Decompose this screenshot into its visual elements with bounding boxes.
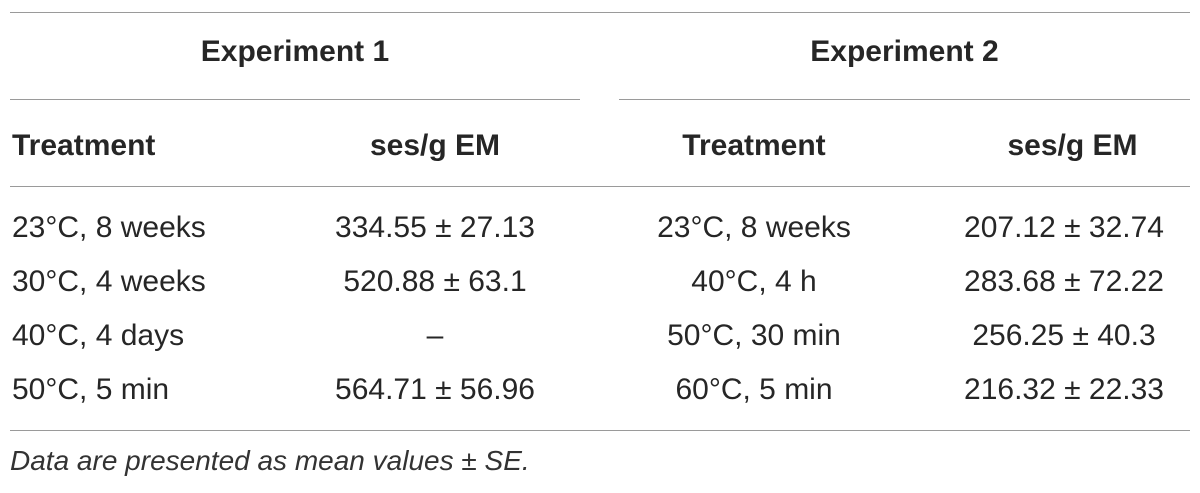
bottom-rule xyxy=(10,430,1190,431)
cell-treatment-1: 23°C, 8 weeks xyxy=(12,211,206,244)
cell-treatment-1: 50°C, 5 min xyxy=(12,373,170,406)
cell-treatment-1: 30°C, 4 weeks xyxy=(12,265,206,298)
group-header-experiment-2: Experiment 2 xyxy=(810,35,999,68)
group-header-experiment-1: Experiment 1 xyxy=(200,35,390,68)
table-footnote: Data are presented as mean values ± SE. xyxy=(10,445,530,476)
cell-ses-1: 520.88 ± 63.1 xyxy=(343,265,527,298)
column-header-treatment-2: Treatment xyxy=(682,129,826,162)
cell-treatment-2: 23°C, 8 weeks xyxy=(657,211,851,244)
experiment-2-underline xyxy=(619,99,1190,100)
cell-ses-2: 283.68 ± 72.22 xyxy=(964,265,1164,298)
cell-ses-2: 207.12 ± 32.74 xyxy=(964,211,1164,244)
cell-ses-2: 256.25 ± 40.3 xyxy=(972,319,1156,352)
cell-treatment-2: 40°C, 4 h xyxy=(691,265,817,298)
cell-treatment-2: 60°C, 5 min xyxy=(675,373,833,406)
top-rule xyxy=(10,12,1190,13)
cell-ses-1: – xyxy=(426,319,444,352)
cell-ses-1: 334.55 ± 27.13 xyxy=(335,211,535,244)
column-header-treatment-1: Treatment xyxy=(12,129,156,162)
cell-ses-2: 216.32 ± 22.33 xyxy=(964,373,1164,406)
cell-treatment-2: 50°C, 30 min xyxy=(667,319,841,352)
column-header-ses-2: ses/g EM xyxy=(1007,129,1138,162)
column-header-ses-1: ses/g EM xyxy=(369,129,501,162)
header-rule xyxy=(10,186,1190,187)
cell-ses-1: 564.71 ± 56.96 xyxy=(335,373,535,406)
experiment-1-underline xyxy=(10,99,580,100)
cell-treatment-1: 40°C, 4 days xyxy=(12,319,185,352)
